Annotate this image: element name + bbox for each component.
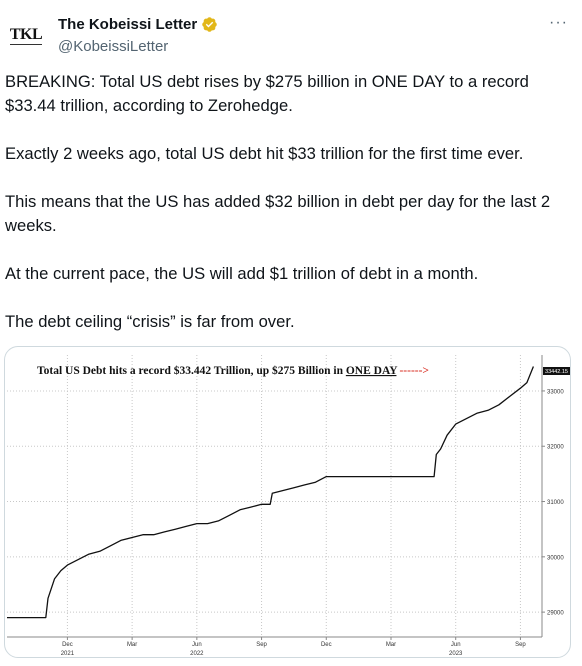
author-name[interactable]: The Kobeissi Letter [58,16,218,33]
y-tick-label: 32000 [547,445,564,451]
y-tick-label: 30000 [547,555,564,561]
x-year-label: 2022 [190,651,204,657]
tweet-paragraph: This means that the US has added $32 bil… [5,192,551,235]
tweet-media-chart[interactable]: 29000 30000 31000 32000 33000 Dec Mar Jun Sep Dec… [4,346,571,658]
last-value-tag [543,367,570,375]
chart-title-prefix: Total US Debt hits a record $33.442 Tril… [37,364,346,377]
avatar[interactable]: TKL [6,16,46,56]
chart-title-arrow: ------> [399,365,429,377]
last-value-label: 33442.15 [545,369,568,375]
author-handle[interactable]: @KobeissiLetter [58,38,169,55]
y-tick-label: 33000 [547,389,564,395]
x-tick-label: Sep [515,642,526,648]
x-tick-label: Mar [127,642,137,648]
debt-series-line [7,366,535,619]
x-tick-label: Dec [321,642,332,648]
chart-title-emphasis: ONE DAY [346,365,398,377]
x-tick-label: Jun [451,642,461,648]
x-year-label: 2021 [61,651,75,657]
tweet-paragraph: BREAKING: Total US debt rises by $275 bi… [5,72,529,115]
tweet-paragraph: The debt ceiling “crisis” is far from ov… [5,312,295,331]
tweet-paragraph: At the current pace, the US will add $1 … [5,264,479,283]
author-name-text: The Kobeissi Letter [58,16,198,33]
avatar-logo: TKL [9,26,43,45]
y-tick-label: 29000 [547,611,564,617]
tweet-text: BREAKING: Total US debt rises by $275 bi… [5,70,575,334]
debt-chart: 29000 30000 31000 32000 33000 Dec Mar Jun Sep Dec… [7,355,570,657]
x-year-label: 2023 [449,651,463,657]
y-tick-label: 31000 [547,500,564,506]
x-tick-label: Sep [256,642,267,648]
x-tick-label: Mar [386,642,396,648]
verified-badge-icon [202,17,217,32]
tweet-header: TKL The Kobeissi Letter @KobeissiLetter … [0,0,582,64]
x-tick-label: Jun [192,642,202,648]
x-tick-label: Dec [62,642,73,648]
chart-title: Total US Debt hits a record $33.442 Tril… [37,364,429,377]
tweet-paragraph: Exactly 2 weeks ago, total US debt hit $… [5,144,524,163]
more-options-icon[interactable]: ··· [549,14,568,31]
